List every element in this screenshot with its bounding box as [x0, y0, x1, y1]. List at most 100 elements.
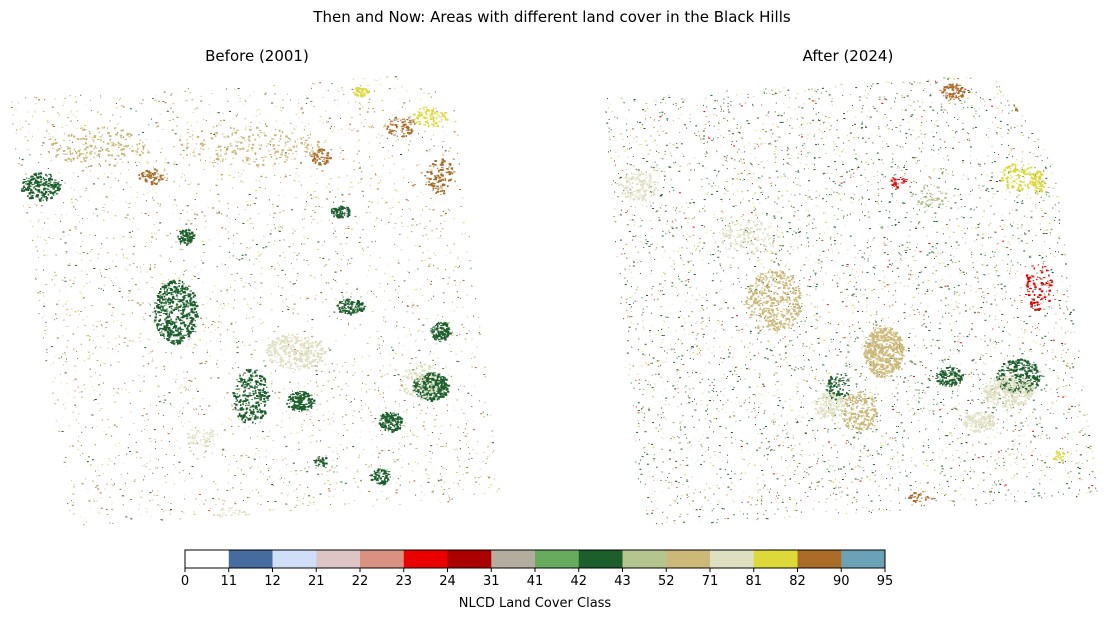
land-cover-pixel: [28, 192, 32, 194]
land-cover-pixel: [256, 410, 260, 413]
land-cover-pixel: [32, 195, 34, 197]
land-cover-pixel: [453, 448, 455, 450]
land-cover-pixel: [30, 192, 33, 193]
land-cover-pixel: [182, 303, 186, 306]
land-cover-pixel: [102, 219, 105, 221]
land-cover-pixel: [170, 311, 174, 314]
land-cover-pixel: [59, 373, 61, 375]
land-cover-pixel: [217, 327, 219, 329]
land-cover-pixel: [336, 471, 338, 473]
land-cover-pixel: [400, 130, 401, 131]
land-cover-pixel: [170, 107, 172, 109]
land-cover-pixel: [240, 279, 242, 281]
land-cover-pixel: [279, 224, 281, 226]
land-cover-pixel: [375, 268, 378, 270]
land-cover-pixel: [336, 363, 338, 365]
land-cover-pixel: [43, 295, 45, 297]
land-cover-pixel: [324, 483, 326, 485]
land-cover-pixel: [421, 378, 424, 380]
land-cover-pixel: [176, 307, 179, 309]
land-cover-pixel: [413, 406, 415, 408]
land-cover-pixel: [276, 157, 278, 159]
land-cover-pixel: [383, 126, 386, 128]
land-cover-pixel: [295, 146, 298, 148]
land-cover-pixel: [146, 425, 148, 426]
land-cover-pixel: [445, 392, 447, 394]
land-cover-pixel: [209, 441, 211, 443]
land-cover-pixel: [164, 291, 166, 294]
land-cover-pixel: [333, 420, 334, 422]
land-cover-pixel: [127, 269, 129, 271]
land-cover-pixel: [236, 393, 238, 395]
land-cover-pixel: [271, 380, 273, 382]
land-cover-pixel: [392, 349, 394, 351]
land-cover-pixel: [280, 427, 282, 429]
land-cover-pixel: [220, 303, 222, 305]
land-cover-pixel: [319, 82, 322, 84]
land-cover-pixel: [131, 278, 134, 280]
land-cover-pixel: [208, 148, 210, 149]
land-cover-pixel: [292, 232, 294, 234]
land-cover-pixel: [64, 182, 66, 184]
land-cover-pixel: [420, 395, 422, 397]
land-cover-pixel: [194, 302, 196, 305]
land-cover-pixel: [389, 299, 391, 301]
land-cover-pixel: [289, 381, 291, 383]
land-cover-pixel: [360, 400, 362, 402]
land-cover-pixel: [369, 156, 370, 158]
land-cover-pixel: [194, 347, 195, 349]
land-cover-pixel: [437, 335, 441, 338]
land-cover-pixel: [400, 249, 402, 251]
land-cover-pixel: [186, 205, 189, 207]
land-cover-pixel: [104, 327, 106, 329]
land-cover-pixel: [437, 396, 441, 399]
land-cover-pixel: [64, 408, 66, 410]
land-cover-pixel: [195, 427, 197, 429]
land-cover-pixel: [365, 383, 367, 385]
land-cover-pixel: [158, 312, 160, 314]
land-cover-pixel: [77, 326, 79, 328]
land-cover-pixel: [186, 325, 187, 326]
land-cover-pixel: [293, 408, 295, 410]
land-cover-pixel: [179, 238, 181, 240]
land-cover-pixel: [245, 454, 248, 456]
land-cover-pixel: [240, 180, 242, 182]
land-cover-pixel: [273, 331, 275, 332]
land-cover-pixel: [349, 186, 351, 188]
land-cover-pixel: [305, 103, 307, 104]
land-cover-pixel: [437, 330, 440, 333]
land-cover-pixel: [436, 395, 438, 398]
land-cover-pixel: [316, 458, 318, 460]
land-cover-pixel: [374, 383, 376, 385]
land-cover-pixel: [227, 292, 229, 294]
land-cover-pixel: [77, 120, 79, 121]
land-cover-pixel: [162, 310, 165, 312]
land-cover-pixel: [171, 320, 174, 322]
land-cover-pixel: [47, 184, 50, 187]
land-cover-pixel: [281, 269, 284, 271]
land-cover-pixel: [439, 326, 442, 329]
land-cover-pixel: [268, 241, 271, 243]
land-cover-pixel: [477, 441, 479, 443]
land-cover-pixel: [191, 330, 195, 332]
land-cover-pixel: [372, 505, 374, 507]
land-cover-pixel: [397, 374, 400, 376]
land-cover-pixel: [236, 379, 238, 381]
land-cover-pixel: [255, 197, 258, 199]
land-cover-pixel: [90, 100, 91, 101]
land-cover-pixel: [425, 396, 427, 398]
land-cover-pixel: [192, 325, 195, 327]
land-cover-pixel: [161, 287, 165, 289]
land-cover-pixel: [444, 214, 447, 216]
land-cover-pixel: [173, 323, 176, 325]
land-cover-pixel: [179, 241, 182, 242]
land-cover-pixel: [237, 388, 241, 390]
land-cover-pixel: [294, 470, 297, 472]
land-cover-pixel: [451, 169, 453, 171]
land-cover-pixel: [148, 500, 151, 502]
land-cover-pixel: [58, 172, 60, 174]
land-cover-pixel: [196, 458, 199, 460]
land-cover-pixel: [79, 454, 81, 456]
land-cover-pixel: [382, 340, 384, 342]
land-cover-pixel: [112, 200, 114, 202]
